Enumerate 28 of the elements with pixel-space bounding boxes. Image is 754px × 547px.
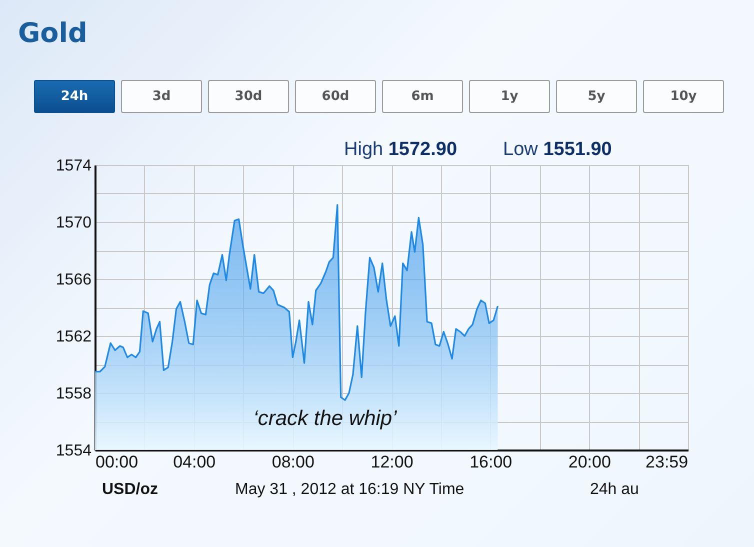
x-tick-label: 16:00 [470, 452, 512, 472]
y-tick-label: 1554 [56, 442, 92, 460]
text: 6m [382, 80, 463, 113]
x-tick-label: 04:00 [173, 452, 216, 472]
x-tick-label: 08:00 [272, 452, 314, 472]
x-tick-label: 20:00 [568, 452, 611, 472]
text: 24h au [590, 481, 639, 499]
text: Low 1551.90 [503, 139, 612, 160]
y-tick-label: 1562 [56, 328, 92, 346]
text: High 1572.90 [344, 139, 458, 160]
x-tick-label: 23:59 [646, 452, 688, 472]
text: May 31 , 2012 at 16:19 NY Time [235, 481, 464, 499]
x-tick-label: 12:00 [370, 452, 414, 472]
y-tick-label: 1574 [56, 158, 92, 174]
text: 30d [208, 80, 289, 113]
y-tick-label: 1558 [56, 386, 92, 402]
y-tick-label: 1570 [56, 214, 92, 232]
text: 24h [34, 80, 115, 113]
text: 60d [295, 80, 376, 113]
chart-title: Gold [18, 18, 88, 49]
text: 10y [643, 80, 724, 113]
text: 3d [121, 80, 202, 113]
text: 1y [469, 80, 550, 113]
annotation: ‘crack the whip’ [253, 407, 398, 430]
text: USD/oz [102, 481, 158, 499]
y-tick-label: 1566 [56, 272, 92, 288]
text: 5y [556, 80, 637, 113]
x-tick-label: 00:00 [96, 452, 138, 472]
